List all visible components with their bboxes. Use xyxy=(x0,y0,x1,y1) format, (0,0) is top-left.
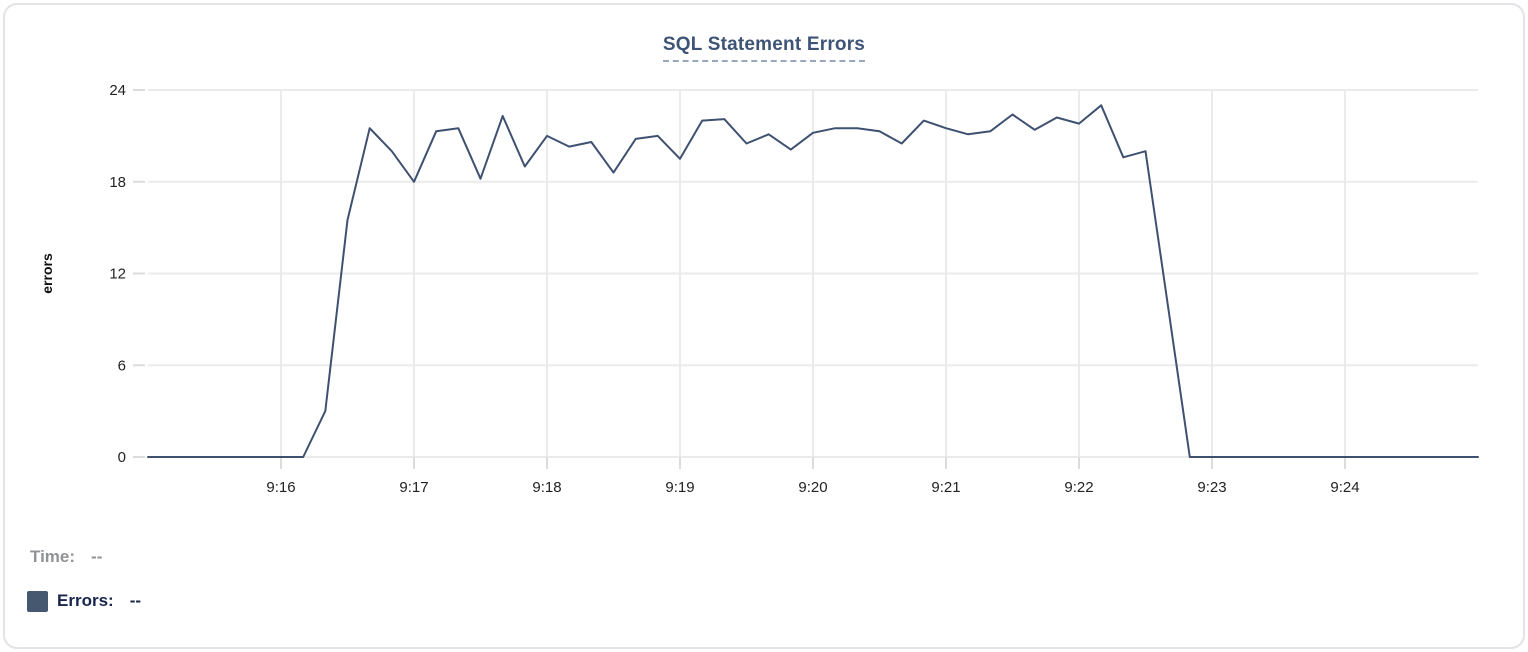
chart-legend: Time: -- Errors: -- xyxy=(27,545,141,613)
x-tick-label: 9:16 xyxy=(266,479,295,496)
legend-errors-row: Errors: -- xyxy=(27,589,141,613)
chart-title[interactable]: SQL Statement Errors xyxy=(662,34,866,62)
legend-time-row: Time: -- xyxy=(30,545,141,569)
errors-label: Errors: xyxy=(57,591,114,610)
time-value: -- xyxy=(91,547,103,566)
chart-title-wrap: SQL Statement Errors xyxy=(5,34,1523,62)
x-tick-label: 9:19 xyxy=(665,479,694,496)
x-tick-label: 9:18 xyxy=(532,479,561,496)
errors-chart-svg[interactable]: 0 6 12 18 24 9:16 9:17 9:18 9:19 9:20 9:21 9:22 9:23… xyxy=(5,5,1525,517)
y-tick-label: 18 xyxy=(109,174,126,191)
x-tick-label: 9:17 xyxy=(399,479,428,496)
y-axis-title: errors xyxy=(39,253,55,294)
y-tick-label: 24 xyxy=(109,82,126,99)
y-tick-label: 0 xyxy=(118,449,126,466)
x-tick-label: 9:21 xyxy=(931,479,960,496)
chart-card: SQL Statement Errors 0 6 12 18 24 9:16 9:17 9:1… xyxy=(3,3,1525,649)
x-tick-label: 9:23 xyxy=(1197,479,1226,496)
time-label: Time: xyxy=(30,547,76,566)
y-tick-label: 12 xyxy=(109,266,126,283)
errors-value: -- xyxy=(129,591,142,610)
x-tick-label: 9:24 xyxy=(1330,479,1359,496)
errors-series-line[interactable] xyxy=(147,104,1479,458)
errors-series-swatch xyxy=(27,590,48,612)
y-tick-label: 6 xyxy=(118,357,126,374)
x-tick-label: 9:22 xyxy=(1064,479,1093,496)
x-tick-label: 9:20 xyxy=(798,479,827,496)
